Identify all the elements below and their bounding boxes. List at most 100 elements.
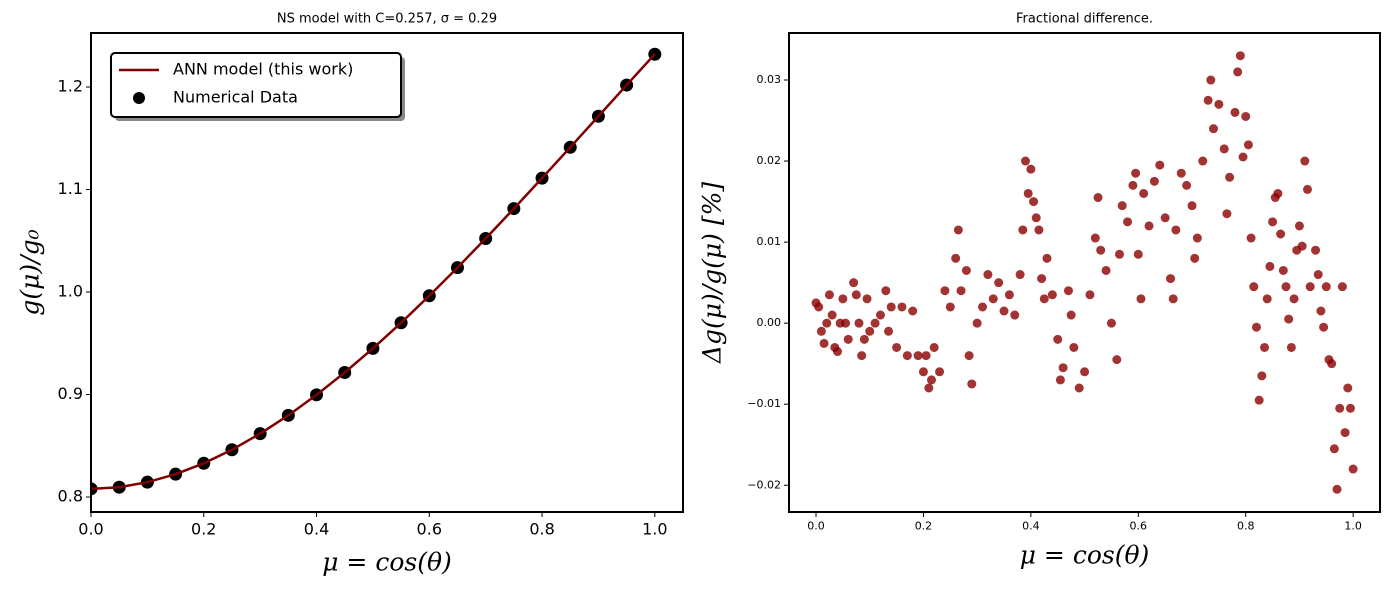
data-point [1235, 51, 1245, 61]
x-tick-label: 0.6 [417, 520, 442, 539]
data-point [983, 270, 993, 280]
data-point [1117, 201, 1127, 211]
data-point [1297, 241, 1307, 251]
data-point [1026, 164, 1036, 174]
data-point [1343, 383, 1353, 393]
data-point [1128, 180, 1138, 190]
data-point [1203, 95, 1213, 105]
data-point [926, 375, 936, 385]
data-point [1337, 282, 1347, 292]
data-point [921, 351, 931, 361]
data-point [1190, 253, 1200, 263]
data-point [972, 318, 982, 328]
chart-title: NS model with C=0.257, σ = 0.29 [277, 12, 497, 27]
data-point [1284, 314, 1294, 324]
data-point [1332, 484, 1342, 494]
axes-frame [90, 32, 684, 513]
x-tick-label: 0.2 [191, 520, 216, 539]
data-point [1114, 249, 1124, 259]
data-point [851, 290, 861, 300]
data-point [881, 286, 891, 296]
data-point [1004, 290, 1014, 300]
data-point [953, 225, 963, 235]
y-tick-label: 1.1 [58, 179, 83, 198]
y-tick-label: 0.01 [757, 235, 782, 248]
data-point [816, 326, 826, 336]
data-point [945, 302, 955, 312]
data-point [1037, 274, 1047, 284]
data-point [1249, 282, 1259, 292]
data-point [886, 302, 896, 312]
x-tick-label: 0.8 [1237, 520, 1255, 533]
data-point [929, 342, 939, 352]
y-tick-label: −0.02 [747, 478, 781, 491]
legend: ANN model (this work) Numerical Data [110, 52, 405, 121]
data-point [841, 318, 851, 328]
y-axis-label: Δg(μ)/g(μ) [%] [698, 182, 727, 364]
y-tick-label: −0.01 [747, 397, 781, 410]
data-point [1031, 213, 1041, 223]
data-point [978, 302, 988, 312]
data-point [1208, 124, 1218, 134]
data-point [918, 367, 928, 377]
data-point [875, 310, 885, 320]
data-point [859, 334, 869, 344]
x-tick-label: 1.0 [1344, 520, 1362, 533]
data-point [814, 302, 824, 312]
data-point [940, 286, 950, 296]
legend-box [110, 52, 402, 118]
data-point [1257, 371, 1267, 381]
data-point [1321, 282, 1331, 292]
data-point [956, 286, 966, 296]
y-tick-label: 0.02 [757, 154, 782, 167]
data-point [1101, 265, 1111, 275]
data-point [1265, 261, 1275, 271]
data-point [822, 318, 832, 328]
data-point [1327, 359, 1337, 369]
data-point [1155, 160, 1165, 170]
data-point [1251, 322, 1261, 332]
data-point [1302, 184, 1312, 194]
data-point [994, 278, 1004, 288]
x-axis-label: μ = cos(θ) [1020, 541, 1150, 570]
x-tick-label: 0.0 [807, 520, 825, 533]
data-point [1085, 290, 1095, 300]
data-point [1034, 225, 1044, 235]
data-point [924, 383, 934, 393]
data-point [1171, 225, 1181, 235]
data-point [1316, 306, 1326, 316]
data-point [1273, 188, 1283, 198]
data-point [1131, 168, 1141, 178]
y-axis-label: g(μ)/g₀ [16, 229, 45, 315]
data-point [884, 326, 894, 336]
data-point [1047, 290, 1057, 300]
data-point [1294, 221, 1304, 231]
data-point [1074, 383, 1084, 393]
data-point [1023, 188, 1033, 198]
data-point [1340, 428, 1350, 438]
y-tick-label: 0.8 [58, 487, 83, 506]
data-point [1311, 245, 1321, 255]
data-point [1241, 111, 1251, 121]
data-point [1238, 152, 1248, 162]
data-point [843, 334, 853, 344]
data-point [1055, 375, 1065, 385]
data-point [838, 294, 848, 304]
data-point [1222, 209, 1232, 219]
data-point [1176, 168, 1186, 178]
data-point [1182, 180, 1192, 190]
data-point [1080, 367, 1090, 377]
data-point [1260, 342, 1270, 352]
data-point [1136, 294, 1146, 304]
data-point [1029, 197, 1039, 207]
data-point [1246, 233, 1256, 243]
x-tick-label: 0.2 [915, 520, 933, 533]
plot-area [91, 47, 662, 496]
legend-marker [133, 92, 145, 104]
data-point [1093, 193, 1103, 203]
data-point [1018, 225, 1028, 235]
data-point [1160, 213, 1170, 223]
plot-area [811, 51, 1358, 494]
data-point [988, 294, 998, 304]
